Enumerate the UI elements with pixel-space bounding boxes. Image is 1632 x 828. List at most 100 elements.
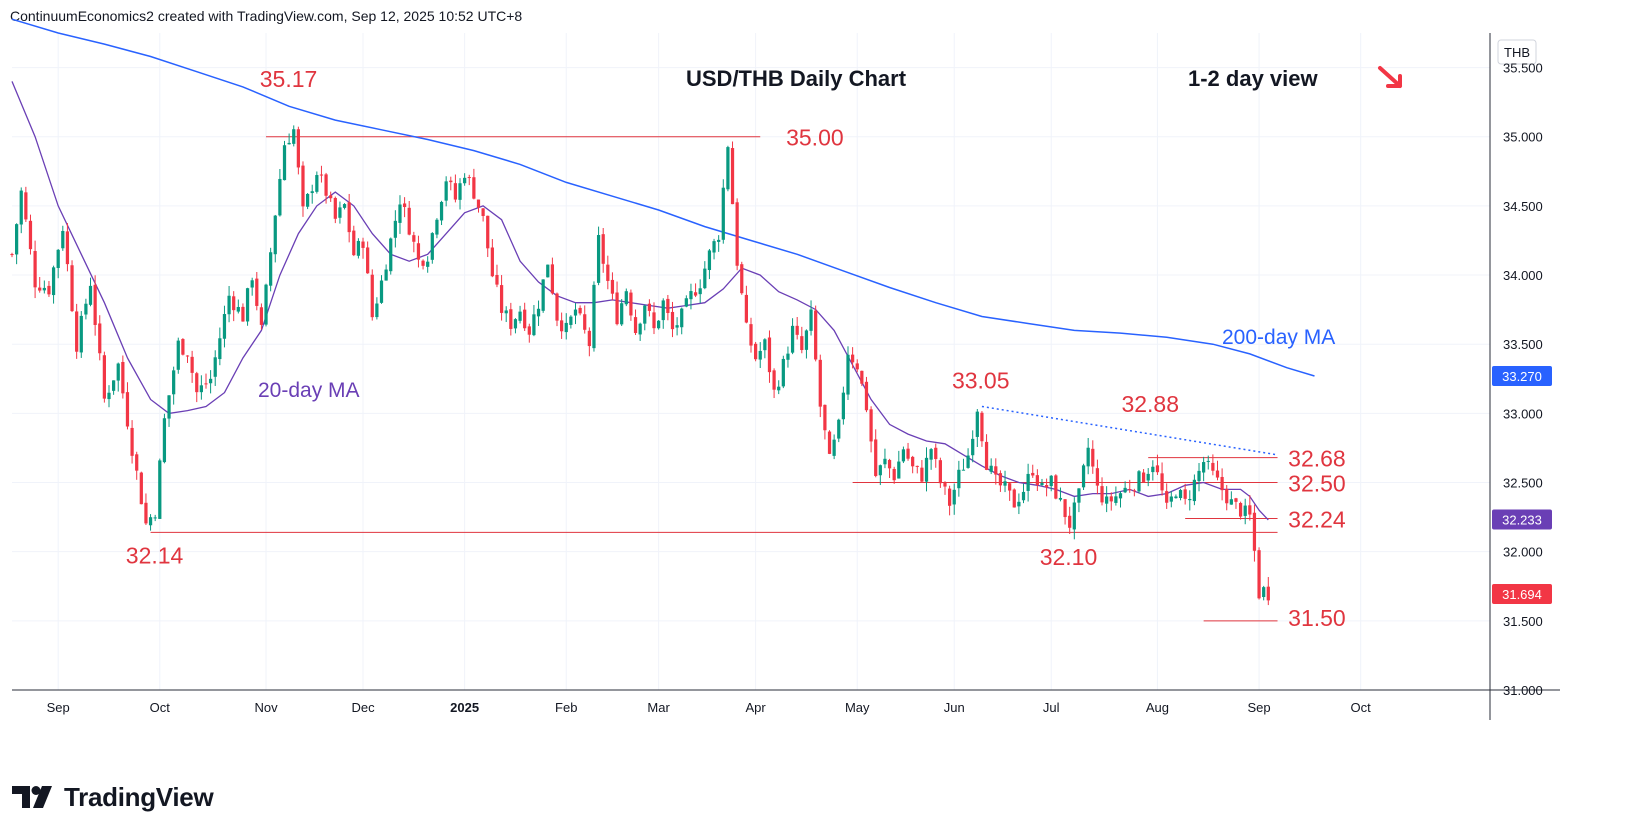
candle-body [846,354,850,395]
ma20-label: 20-day MA [258,379,360,402]
candle-body [1035,475,1039,485]
candle-body [984,441,989,470]
candle-body [227,295,231,315]
y-tick-label: 34.000 [1503,268,1543,283]
candle-body [883,458,887,465]
candle-body [1262,587,1266,598]
candle-body [749,324,753,346]
candle-body [684,298,688,307]
candle-body [809,309,813,331]
price-badge-label: 33.270 [1502,369,1542,384]
candle-body [620,303,624,325]
candle-body [463,177,467,184]
candle-body [1132,490,1136,492]
candle-body [971,438,975,456]
level-label: 32.68 [1288,446,1346,472]
tradingview-logo: TradingView [12,782,214,812]
level-label: 35.00 [786,125,844,151]
candle-body [1040,482,1044,486]
candle-body [213,357,217,377]
support-resistance-lines [150,136,1278,622]
candle-body [481,208,485,216]
y-tick-label: 32.000 [1503,545,1543,560]
candle-body [1220,476,1224,491]
candle-body [402,203,407,208]
candle-body [467,177,471,179]
candle-body [315,175,319,192]
candle-body [610,279,615,294]
candle-body [1141,472,1146,482]
candle-body [527,326,531,335]
candle-body [652,312,656,329]
candle-body [153,517,157,519]
y-tick-label: 35.000 [1503,130,1543,145]
candle-body [703,268,707,289]
candle-body [601,234,605,264]
y-tick-label: 35.500 [1503,61,1543,76]
candle-body [1137,471,1141,492]
price-badge-label: 31.694 [1502,587,1542,602]
candle-body [560,320,564,332]
candle-body [379,280,384,303]
x-tick-label: Dec [351,700,375,715]
candle-body [93,284,97,325]
candle-body [19,190,23,225]
candle-body [952,489,956,505]
candle-body [837,419,841,439]
candle-body [84,303,88,315]
candle-body [1123,487,1127,493]
candle-body [1105,496,1109,504]
candle-body [51,267,56,296]
x-tick-label: May [845,700,870,715]
candle-body [38,287,42,291]
candle-body [1026,473,1030,491]
candle-body [1128,489,1132,491]
candle-body [693,292,698,296]
candle-body [125,392,130,427]
candle-body [222,314,227,339]
candle-body [172,370,176,395]
candle-body [111,380,116,391]
candle-body [795,325,799,335]
y-tick-label: 32.500 [1503,476,1543,491]
candle-body [1252,512,1257,551]
candle-body [255,278,259,306]
candle-body [421,260,425,266]
candle-body [1118,493,1123,499]
candle-body [398,204,402,223]
candle-body [218,338,222,360]
candle-body [259,307,264,325]
candle-body [352,230,356,256]
candle-body [1215,470,1220,478]
candle-body [444,181,448,201]
x-tick-label: Mar [647,700,670,715]
currency-label: THB [1504,45,1530,60]
x-tick-label: Jul [1043,700,1060,715]
candle-body [333,197,337,219]
x-tick-label: Nov [254,700,278,715]
candle-body [370,274,374,318]
candle-body [698,288,702,295]
view-text: 1-2 day view [1188,66,1319,91]
candle-body [906,448,910,459]
candle-body [897,461,901,479]
candle-body [1234,498,1238,502]
candle-body [278,178,282,216]
currency-box [1497,39,1537,65]
candle-body [130,427,134,456]
candle-body [1077,488,1081,503]
candle-body [144,502,148,524]
candle-body [1229,499,1233,505]
candle-body [375,303,379,318]
candle-body [292,129,296,144]
x-tick-label: Oct [1351,700,1372,715]
candle-body [162,418,167,463]
candle-body [296,129,300,168]
tradingview-logo-icon [12,786,52,808]
candle-body [107,392,111,400]
candle-body [98,323,102,354]
candle-body [1049,475,1053,487]
candle-body [564,322,568,333]
